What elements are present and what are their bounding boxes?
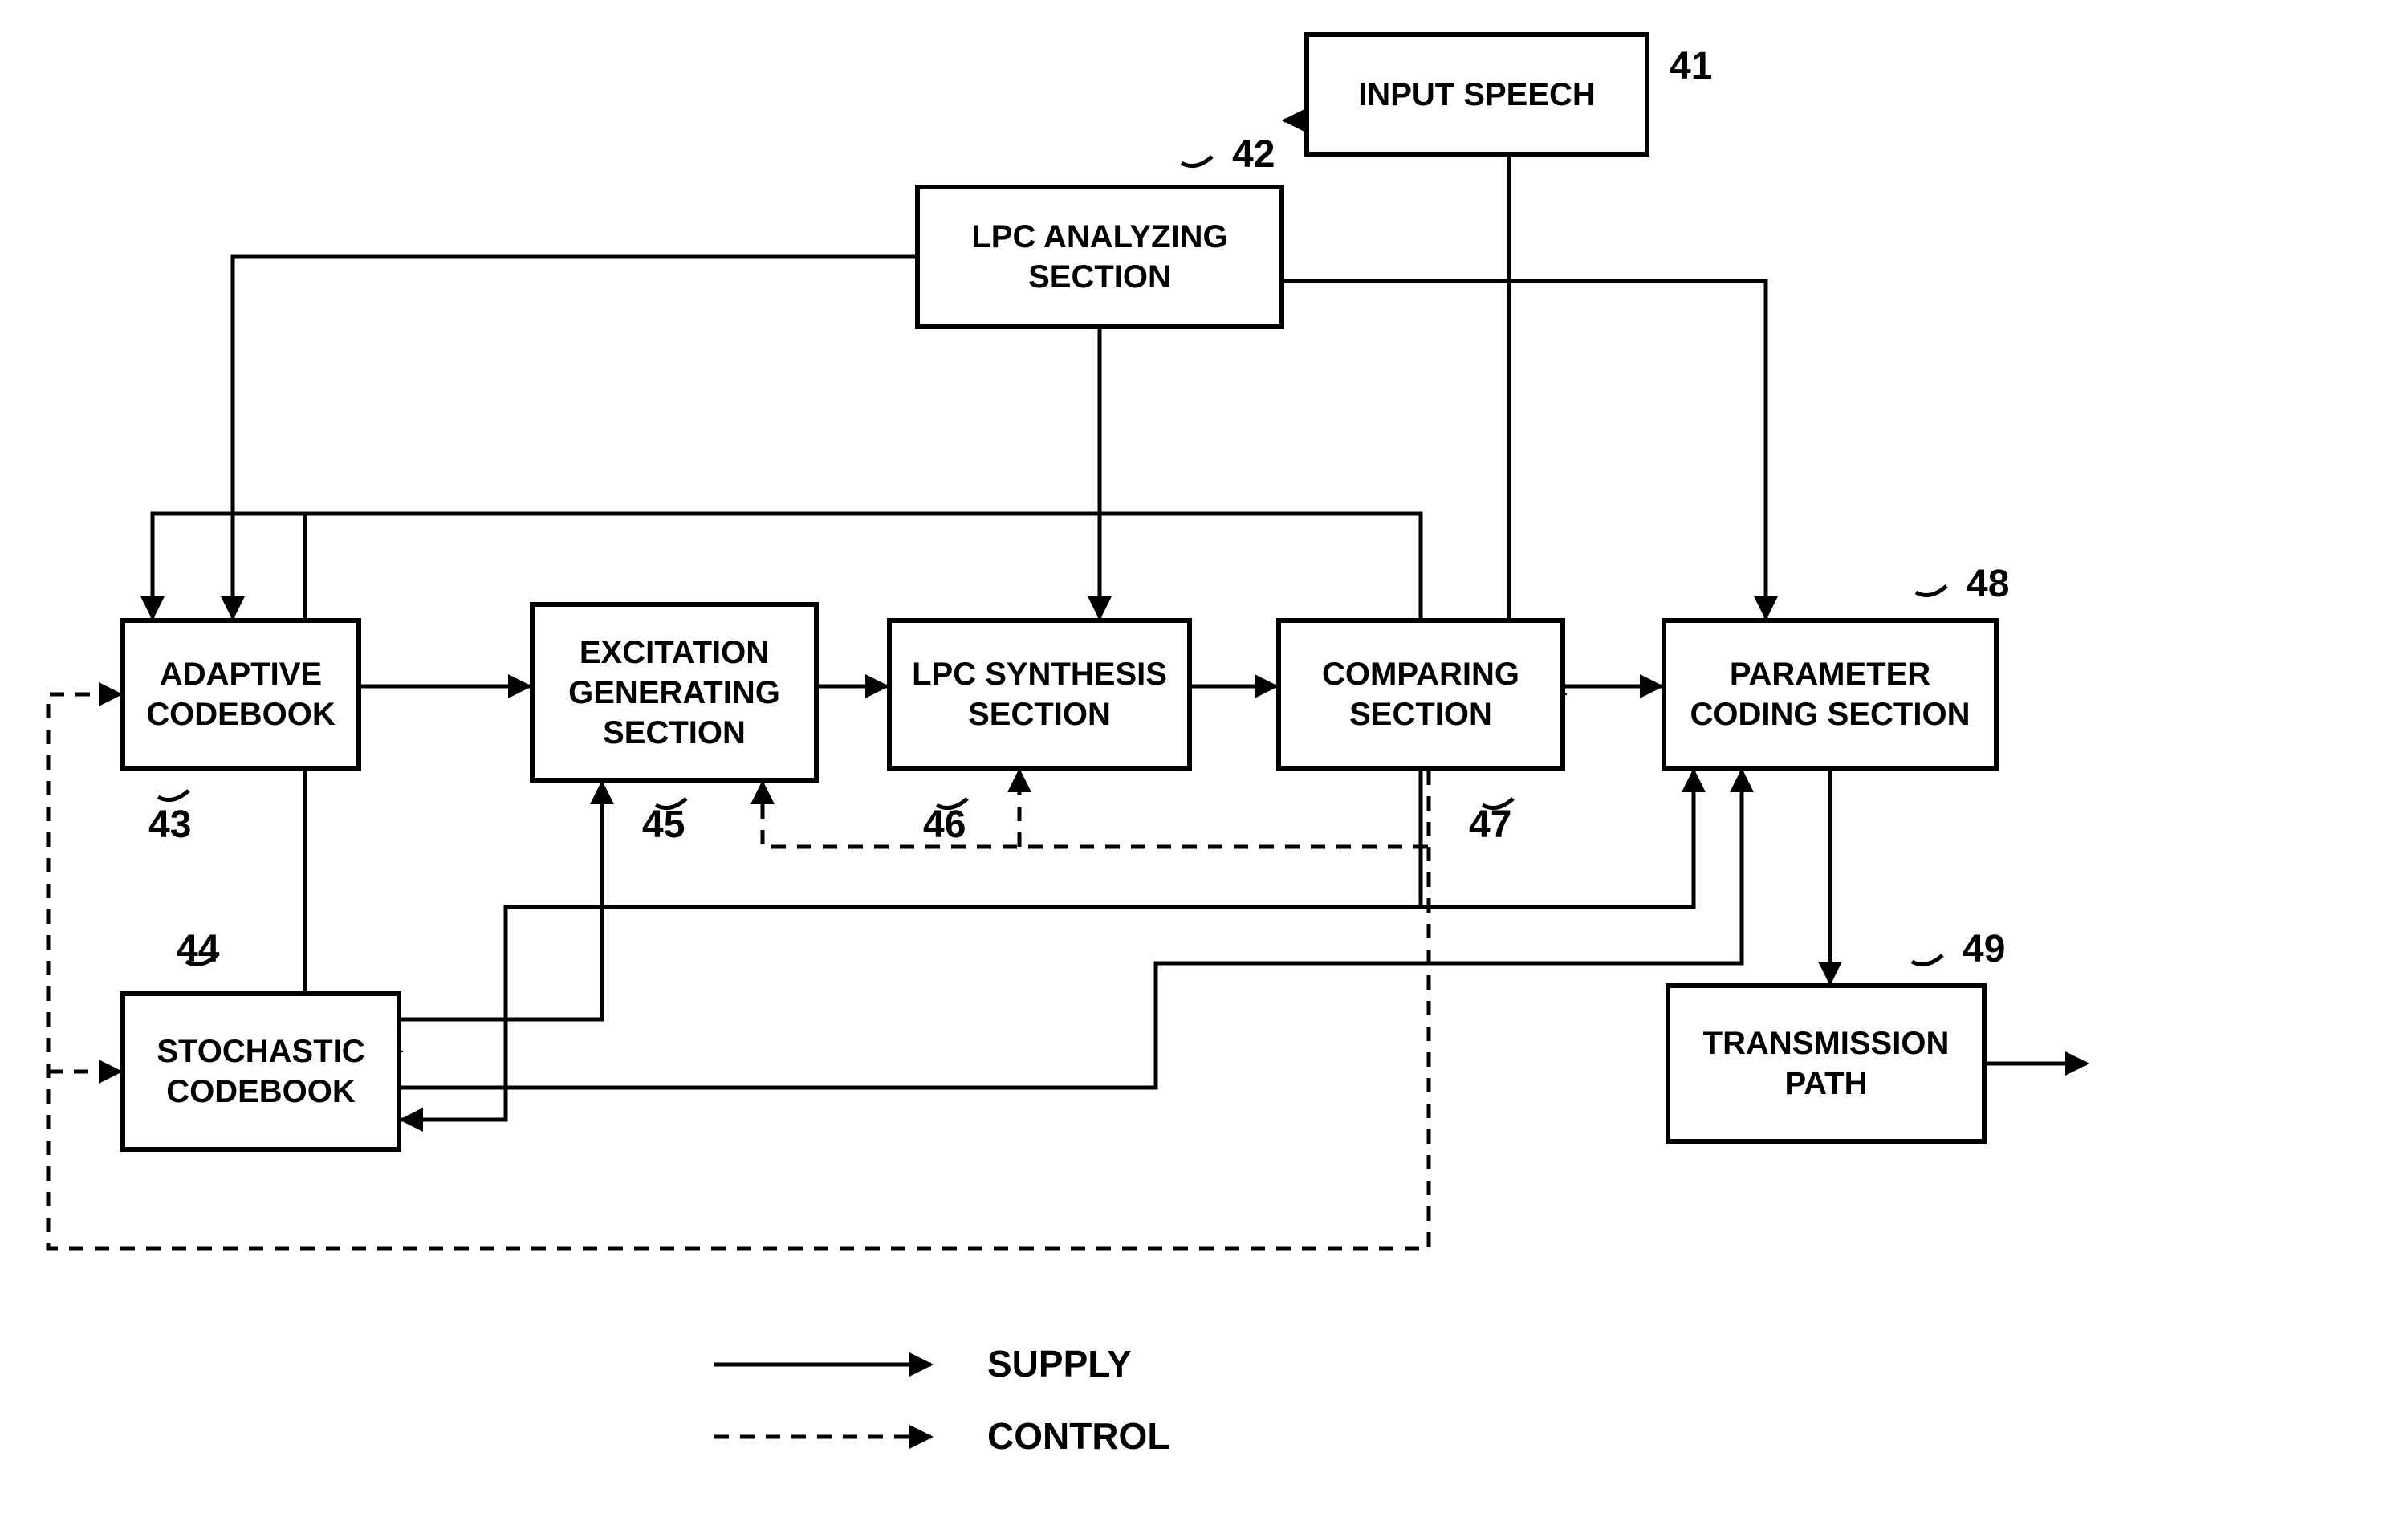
edge-13 <box>401 771 1421 1120</box>
node-n45: EXCITATION GENERATING SECTION <box>530 602 819 783</box>
ref-label-n43: 43 <box>148 803 191 847</box>
ref-tail-n43 <box>158 791 189 800</box>
legend-label-supply: SUPPLY <box>987 1342 1132 1385</box>
node-n43: ADAPTIVE CODEBOOK <box>120 618 361 771</box>
ref-label-n48: 48 <box>1967 562 2009 606</box>
ref-tail-n49 <box>1912 955 1942 965</box>
ref-label-n44: 44 <box>177 927 219 971</box>
ref-label-n45: 45 <box>642 803 685 847</box>
edge-4 <box>1284 281 1766 618</box>
node-n49: TRANSMISSION PATH <box>1666 983 1987 1144</box>
node-label: ADAPTIVE CODEBOOK <box>146 654 336 734</box>
ref-label-n47: 47 <box>1469 803 1511 847</box>
edge-12 <box>401 783 602 1019</box>
node-label: EXCITATION GENERATING SECTION <box>568 632 780 753</box>
ref-label-n41: 41 <box>1670 44 1712 88</box>
node-label: TRANSMISSION PATH <box>1703 1023 1950 1104</box>
ref-tail-n42 <box>1182 157 1212 166</box>
node-n46: LPC SYNTHESIS SECTION <box>887 618 1192 771</box>
edge-18 <box>763 771 1429 847</box>
legend-label-control: CONTROL <box>987 1414 1169 1458</box>
node-label: INPUT SPEECH <box>1358 75 1596 115</box>
node-n41: INPUT SPEECH <box>1304 32 1649 157</box>
edge-3 <box>233 257 915 618</box>
ref-label-n49: 49 <box>1963 927 2005 971</box>
diagram-canvas: INPUT SPEECH LPC ANALYZING SECTION ADAPTIV… <box>0 0 2408 1513</box>
ref-label-n46: 46 <box>923 803 966 847</box>
edge-10 <box>305 514 1421 1051</box>
ref-label-n42: 42 <box>1232 132 1275 177</box>
node-label: PARAMETER CODING SECTION <box>1690 654 1971 734</box>
node-label: LPC SYNTHESIS SECTION <box>912 654 1167 734</box>
edge-15 <box>401 771 1742 1088</box>
node-label: STOCHASTIC CODEBOOK <box>157 1031 364 1112</box>
node-n47: COMPARING SECTION <box>1276 618 1565 771</box>
node-label: LPC ANALYZING SECTION <box>971 217 1227 297</box>
edge-14 <box>1421 771 1694 907</box>
ref-tail-n48 <box>1916 586 1946 596</box>
node-n48: PARAMETER CODING SECTION <box>1662 618 1999 771</box>
node-n44: STOCHASTIC CODEBOOK <box>120 991 401 1152</box>
node-n42: LPC ANALYZING SECTION <box>915 185 1284 329</box>
node-label: COMPARING SECTION <box>1322 654 1519 734</box>
edge-1 <box>1509 157 1565 694</box>
